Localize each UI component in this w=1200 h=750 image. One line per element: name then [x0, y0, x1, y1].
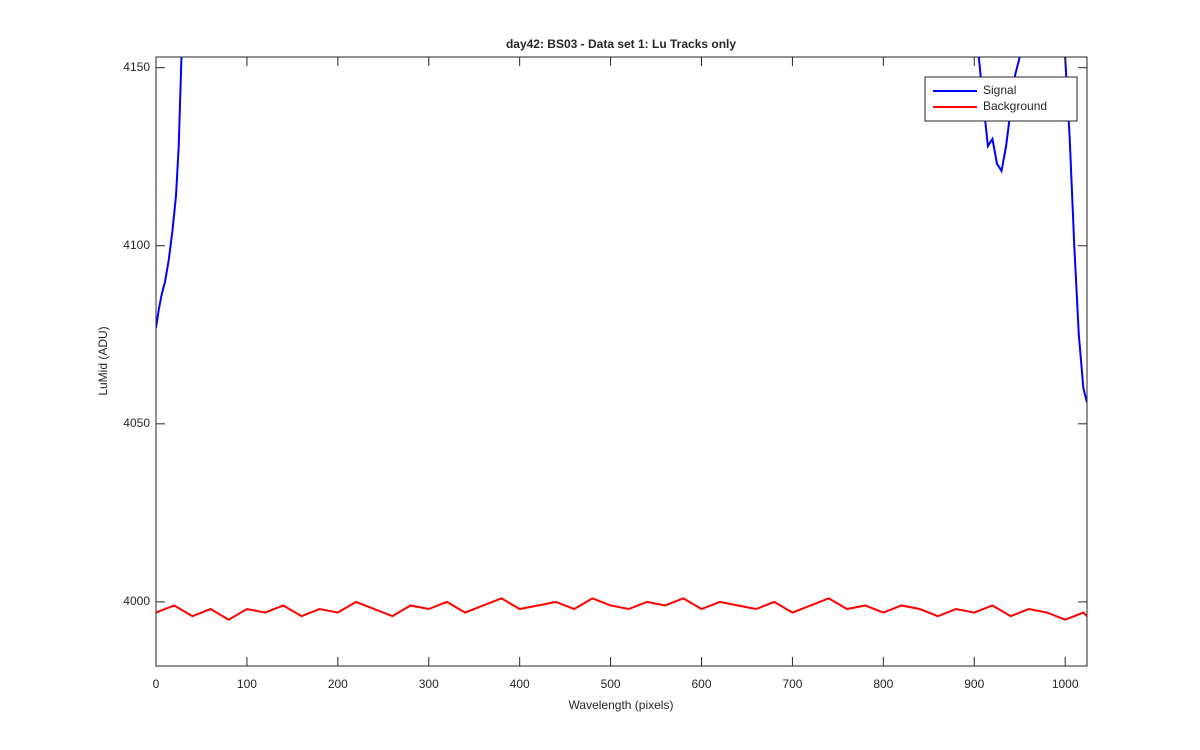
x-tick-label: 1000	[1052, 677, 1079, 691]
x-tick-label: 200	[328, 677, 348, 691]
axes-box	[155, 56, 1088, 667]
legend-label: Background	[983, 99, 1047, 113]
x-tick-label: 600	[691, 677, 711, 691]
x-tick-label: 500	[601, 677, 621, 691]
series-line	[156, 597, 1087, 621]
y-tick-label: 4050	[123, 416, 150, 430]
x-tick-label: 300	[419, 677, 439, 691]
x-tick-label: 100	[237, 677, 257, 691]
x-tick-label: 700	[782, 677, 802, 691]
plot-lines	[156, 57, 1087, 621]
legend-label: Signal	[983, 83, 1016, 97]
y-tick-label: 4000	[123, 594, 150, 608]
x-tick-label: 900	[964, 677, 984, 691]
x-tick-label: 0	[153, 677, 160, 691]
x-tick-label: 400	[510, 677, 530, 691]
y-tick-label: 4150	[123, 60, 150, 74]
x-axis-label: Wavelength (pixels)	[569, 698, 674, 712]
legend-box	[924, 76, 1078, 122]
y-axis-label: LuMid (ADU)	[96, 326, 110, 395]
y-tick-label: 4100	[123, 238, 150, 252]
plot-area	[156, 57, 1087, 666]
chart-title: day42: BS03 - Data set 1: Lu Tracks only	[506, 37, 736, 51]
x-tick-label: 800	[873, 677, 893, 691]
legend: Signal Background	[924, 76, 1078, 122]
